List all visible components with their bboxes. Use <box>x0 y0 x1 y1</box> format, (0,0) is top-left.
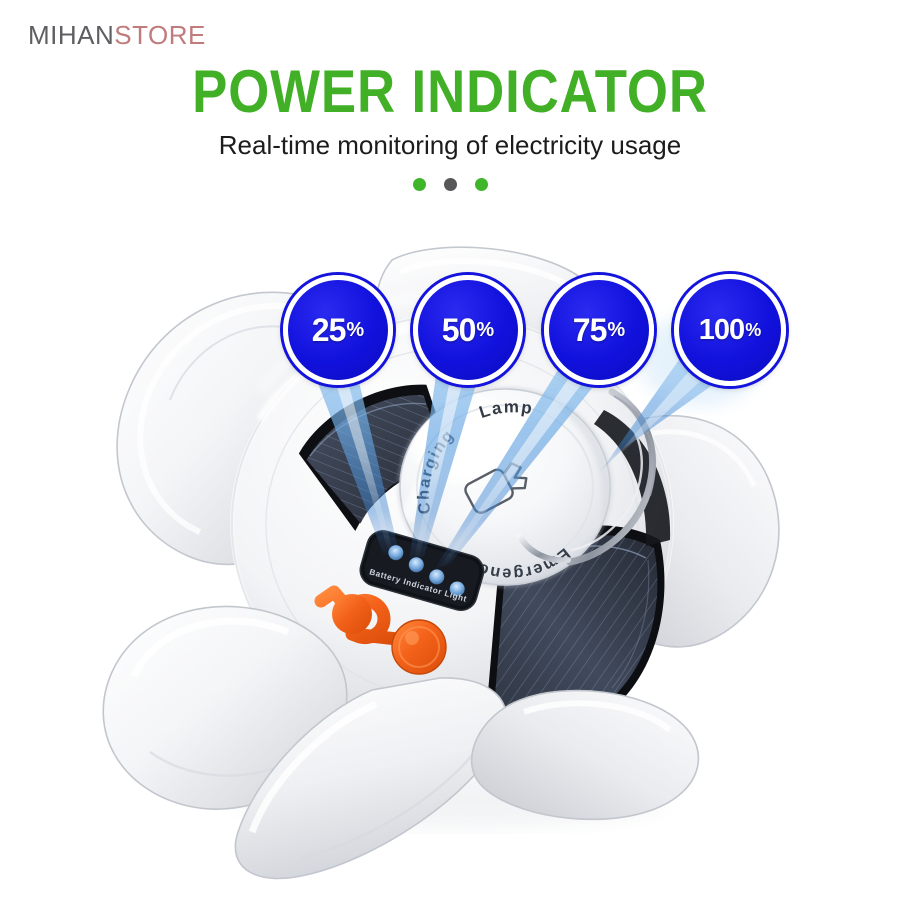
power-badge-75: 75% <box>544 275 654 385</box>
orange-port-cover <box>314 585 447 675</box>
solar-panel-right-edge <box>594 410 671 546</box>
led-2 <box>408 557 424 573</box>
beam-50 <box>409 348 486 562</box>
dot-1 <box>412 178 426 191</box>
power-badge-value: 100 <box>698 313 745 346</box>
brand-logo: MIHANSTORE <box>28 22 206 48</box>
power-badge-value: 75 <box>572 312 608 348</box>
led-4 <box>449 581 465 597</box>
lamp-petal-front-right <box>471 689 700 821</box>
power-badge-percent-sign: % <box>346 319 365 341</box>
brand-logo-part1: MIHAN <box>28 20 115 50</box>
power-badge-50: 50% <box>413 275 523 385</box>
power-badge-value: 50 <box>441 312 477 348</box>
hook-ring <box>613 395 656 497</box>
power-badge-25: 25% <box>283 275 393 385</box>
orange-port-cap <box>391 619 447 675</box>
power-badge-value: 25 <box>311 312 347 348</box>
dot-3 <box>474 178 488 191</box>
page-subtitle: Real-time monitoring of electricity usag… <box>218 130 682 160</box>
brand-logo-part2: STORE <box>114 20 206 50</box>
page-title: POWER INDICATOR <box>192 58 708 125</box>
beam-75 <box>434 344 618 570</box>
power-badge-percent-sign: % <box>476 319 495 341</box>
dot-2 <box>443 178 457 191</box>
power-badge-100: 100% <box>674 274 786 386</box>
beam-25 <box>306 352 398 556</box>
lamp-petal-front-bottom <box>234 677 507 880</box>
power-badge-percent-sign: % <box>745 320 762 340</box>
decorative-dots <box>0 178 900 191</box>
led-3 <box>429 569 445 585</box>
power-badge-percent-sign: % <box>607 319 626 341</box>
